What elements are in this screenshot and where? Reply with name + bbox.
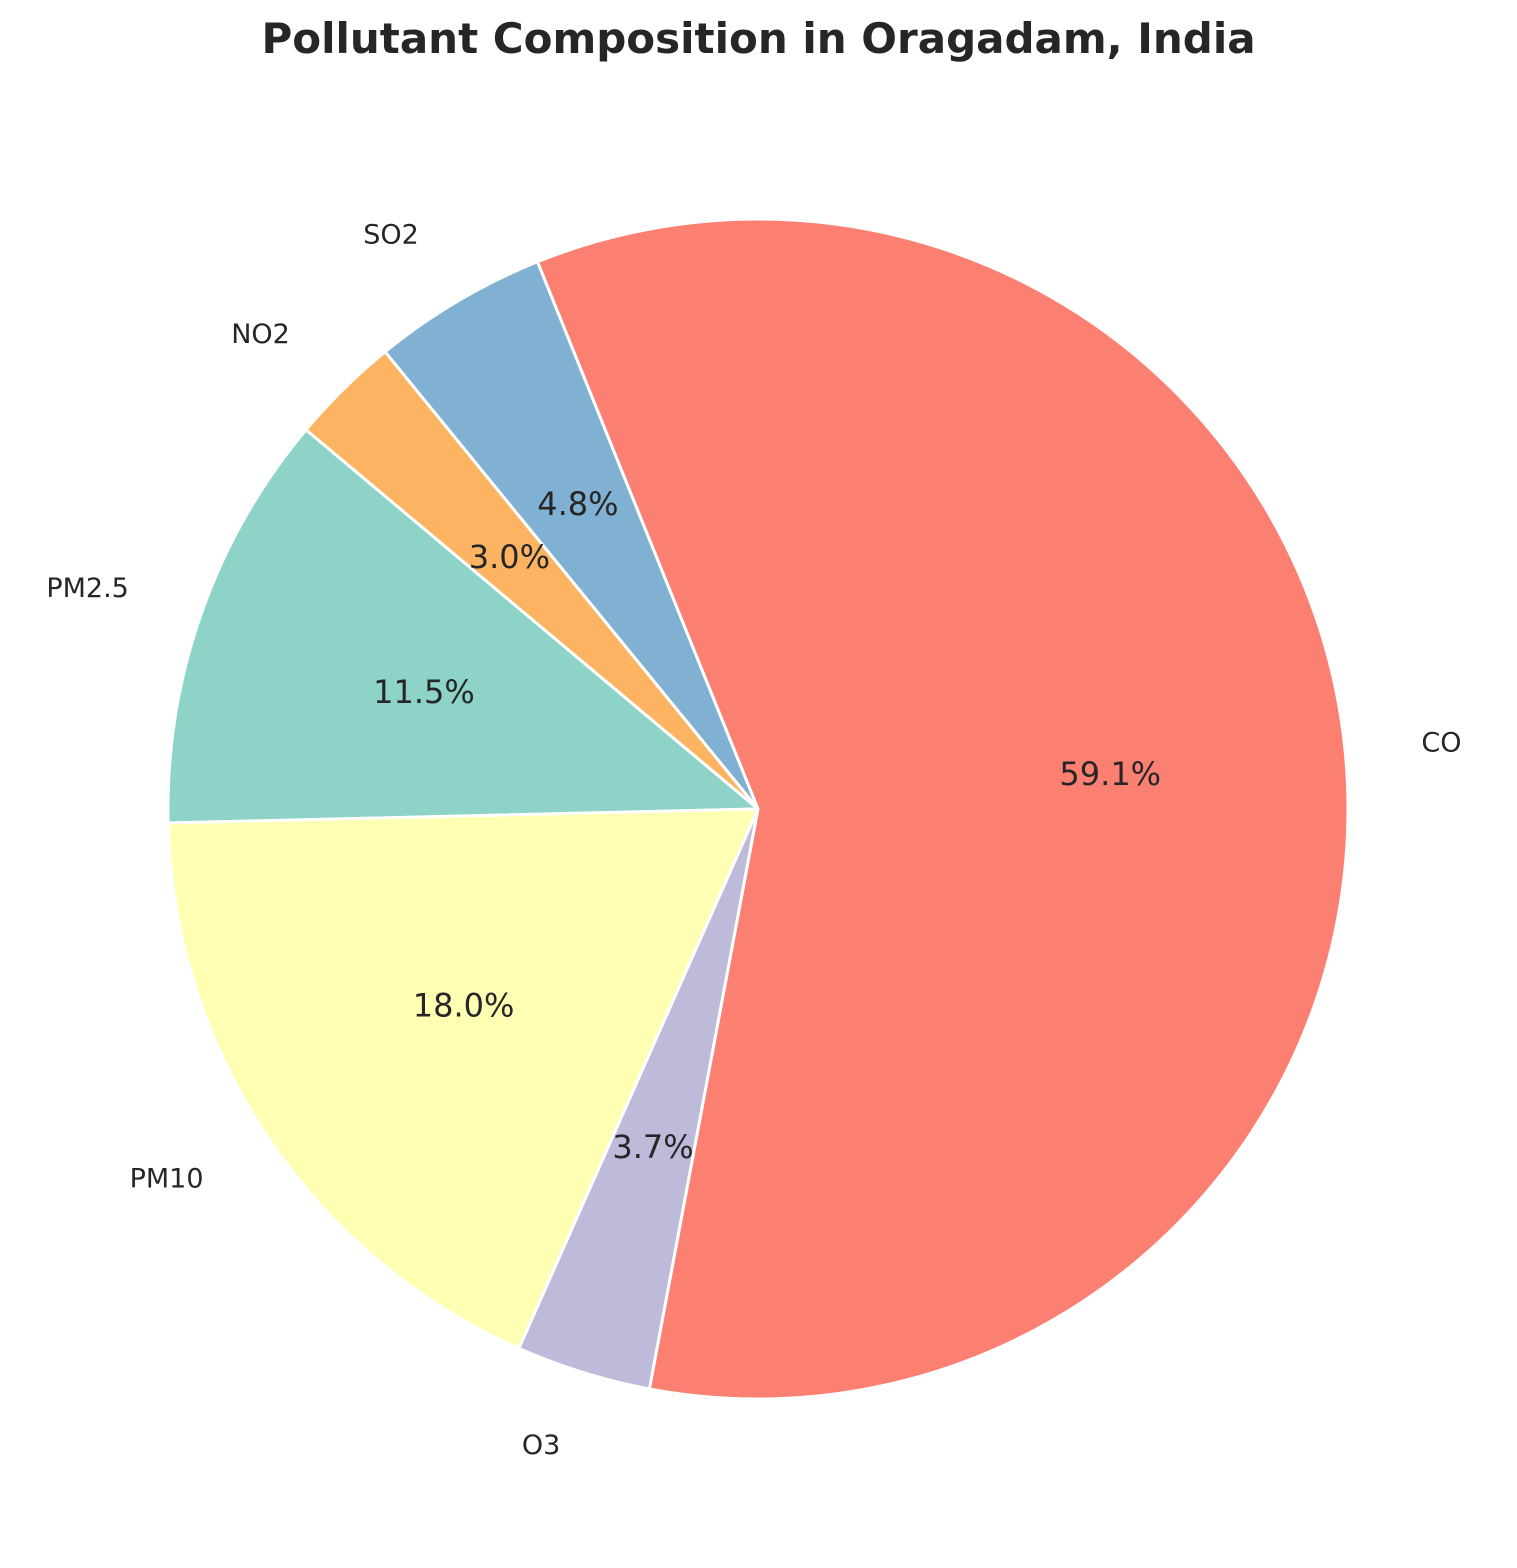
percent-label-so2: 4.8% [537, 485, 618, 523]
percent-label-co: 59.1% [1059, 755, 1161, 793]
pie-slice-pm10 [166, 807, 760, 1350]
pie-slice-pm2-5 [166, 428, 760, 825]
slice-label-pm2-5: PM2.5 [46, 573, 129, 604]
slice-label-no2: NO2 [231, 319, 290, 350]
slice-label-pm10: PM10 [130, 1164, 204, 1195]
pie-slice-so2 [383, 260, 760, 811]
slice-label-so2: SO2 [363, 220, 419, 251]
pie-slices [166, 217, 1350, 1401]
slice-label-co: CO [1421, 728, 1461, 759]
percent-label-o3: 3.7% [612, 1128, 693, 1166]
percent-label-pm2-5: 11.5% [373, 673, 475, 711]
slice-label-o3: O3 [522, 1430, 560, 1461]
pie-labels: PM2.5 11.5% PM10 18.0% O3 3.7% CO 59.1% SO2 4.8% N… [46, 220, 1461, 1462]
pie-slice-no2 [304, 350, 760, 811]
pie-slice-co [535, 217, 1350, 1401]
chart-title: Pollutant Composition in Oragadam, India [261, 14, 1256, 63]
percent-label-pm10: 18.0% [413, 987, 515, 1025]
percent-label-no2: 3.0% [469, 538, 550, 576]
